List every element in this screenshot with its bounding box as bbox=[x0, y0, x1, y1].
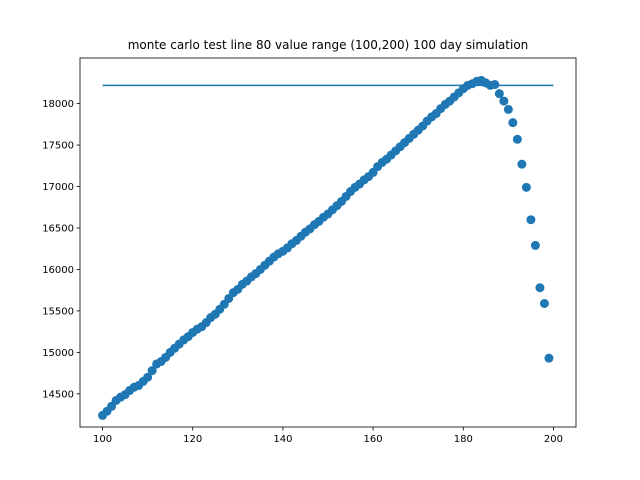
data-point bbox=[494, 89, 504, 99]
data-point bbox=[521, 182, 531, 192]
data-point bbox=[512, 134, 522, 144]
data-point bbox=[530, 240, 540, 250]
y-tick-label: 17500 bbox=[42, 141, 74, 152]
x-tick-label: 200 bbox=[544, 434, 563, 445]
x-tick-label: 140 bbox=[273, 434, 292, 445]
data-point bbox=[499, 96, 509, 106]
data-point bbox=[544, 353, 554, 363]
axes-frame bbox=[79, 57, 577, 428]
y-tick-label: 17000 bbox=[42, 182, 74, 193]
data-point bbox=[535, 283, 545, 293]
x-tick-label: 160 bbox=[364, 434, 383, 445]
x-tick-label: 100 bbox=[93, 434, 112, 445]
data-point bbox=[147, 366, 157, 376]
data-point bbox=[539, 298, 549, 308]
data-point bbox=[517, 159, 527, 169]
data-point bbox=[526, 215, 536, 225]
x-tick-label: 120 bbox=[183, 434, 202, 445]
data-point bbox=[143, 372, 153, 382]
axes: 100 120 140 160 180 200 14500 15000 15500 16000 16… bbox=[42, 57, 577, 445]
y-tick-label: 18000 bbox=[42, 99, 74, 110]
data-point bbox=[503, 104, 513, 114]
data-point bbox=[508, 118, 518, 128]
y-tick-label: 16500 bbox=[42, 223, 74, 234]
y-tick-label: 15500 bbox=[42, 306, 74, 317]
y-tick-label: 15000 bbox=[42, 348, 74, 359]
y-tick-label: 16000 bbox=[42, 265, 74, 276]
x-tick-label: 180 bbox=[454, 434, 473, 445]
chart-title: monte carlo test line 80 value range (10… bbox=[128, 38, 529, 52]
data-point bbox=[490, 80, 500, 90]
data-points bbox=[98, 75, 554, 420]
y-tick-label: 14500 bbox=[42, 389, 74, 400]
